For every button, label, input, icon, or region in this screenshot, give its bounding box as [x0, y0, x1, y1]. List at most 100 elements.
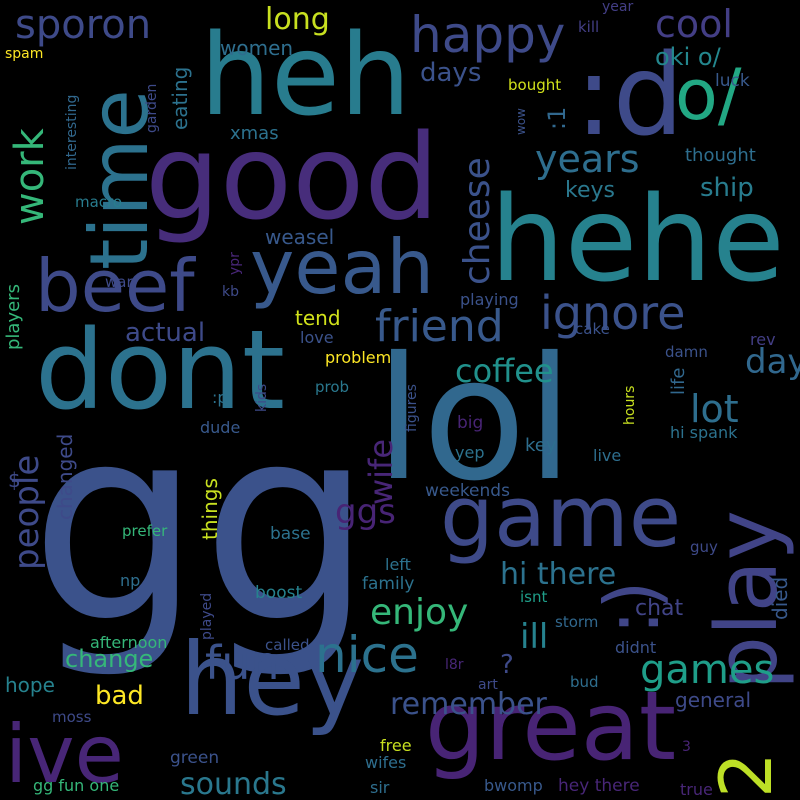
word-spam-66: spam — [5, 46, 44, 62]
word-things-59: things — [198, 478, 222, 540]
word-interesting-68: interesting — [64, 94, 80, 170]
word-base-91: base — [270, 524, 311, 544]
word-general-57: general — [675, 688, 752, 712]
word-hi-there-36: hi there — [500, 557, 617, 592]
word-macro-69: macro — [75, 193, 123, 211]
word-good-3: good — [145, 108, 440, 246]
word-l8r-102: l8r — [445, 657, 464, 673]
word-actual-48: actual — [125, 318, 206, 348]
word-life-61: life — [668, 367, 689, 395]
word-bud-104: bud — [570, 673, 599, 691]
word-kids-86: kids — [254, 383, 270, 412]
word-friend-20: friend — [375, 301, 504, 352]
word-prob-75: prob — [315, 378, 350, 396]
word-women-44: women — [220, 36, 294, 60]
word-change-55: change — [65, 645, 154, 673]
word-happy-18: happy — [410, 6, 566, 64]
word-hey-there-112: hey there — [558, 776, 640, 796]
word-years-25: years — [535, 137, 640, 181]
word-key-83: key — [525, 435, 557, 456]
word-enjoy-29: enjoy — [370, 592, 469, 633]
word-ive-15: ive — [5, 708, 124, 800]
word--65: $ — [8, 468, 21, 492]
word-cool-26: cool — [655, 2, 733, 46]
word-kb-72: kb — [222, 284, 239, 300]
word-storm-97: storm — [555, 613, 599, 631]
word-dont-4: dont — [35, 306, 285, 434]
word-xmas-46: xmas — [230, 123, 279, 144]
word-live-85: live — [593, 446, 622, 465]
word-gg-fun-one-110: gg fun one — [33, 776, 120, 795]
word-days-40: days — [420, 58, 482, 88]
word-coffee-35: coffee — [455, 352, 554, 390]
word-changed-58: changed — [53, 433, 77, 520]
word-kill-116: kill — [578, 18, 600, 36]
word-game-9: game — [440, 468, 682, 567]
word-long-38: long — [265, 2, 330, 37]
word-dude-88: dude — [200, 418, 241, 437]
word-art-103: art — [478, 677, 498, 693]
word-guy-105: guy — [690, 538, 718, 556]
word--52: ? — [500, 650, 514, 680]
word-love-73: love — [300, 328, 334, 347]
word-wow-119: wow — [514, 108, 528, 135]
word-hope-63: hope — [5, 673, 55, 697]
word-yep-84: yep — [455, 443, 485, 462]
word-2-17: 2 — [704, 752, 788, 798]
word-weasel-47: weasel — [265, 225, 335, 249]
word-sir-109: sir — [370, 778, 390, 797]
word-players-60: players — [3, 284, 24, 350]
word-np-92: np — [120, 571, 141, 590]
word-didnt-101: didnt — [615, 638, 657, 657]
word-playing-50: playing — [460, 290, 519, 309]
word-problem-74: problem — [325, 348, 392, 367]
word-wifes-108: wifes — [365, 753, 407, 772]
word-hey-7: hey — [180, 621, 365, 738]
word-beef-14: beef — [35, 244, 195, 328]
word-war-70: war — [105, 273, 133, 291]
word-d-6: :d — [575, 31, 684, 161]
word-ypr-71: ypr — [227, 252, 243, 275]
word-day-34: day — [745, 342, 800, 382]
word-ill-51: ill — [520, 617, 549, 657]
word-3-114: 3 — [682, 739, 691, 755]
word-called-100: called — [265, 636, 310, 654]
word-prefer-90: prefer — [122, 522, 168, 540]
word-chat-56: chat — [635, 596, 684, 621]
word-hours-79: hours — [622, 385, 638, 425]
word-keys-43: keys — [565, 178, 615, 203]
word-gg-0: gg — [30, 367, 373, 682]
word-fun-23: fun — [205, 636, 280, 690]
word-bad-54: bad — [95, 681, 144, 711]
word-isnt-96: isnt — [520, 588, 548, 606]
word-true-113: true — [680, 780, 713, 799]
word-yeah-13: yeah — [250, 223, 435, 311]
word-hi-spank-80: hi spank — [670, 423, 738, 442]
word-lol-1: lol — [375, 321, 574, 519]
word-nice-22: nice — [315, 626, 419, 684]
word-family-94: family — [362, 574, 415, 594]
word-p-87: :p — [212, 388, 228, 407]
word-garden-67: garden — [144, 83, 160, 133]
word-died-62: died — [768, 576, 792, 620]
word-o-11: o/ — [675, 54, 742, 136]
word-played-98: played — [199, 592, 215, 640]
word-great-8: great — [425, 672, 677, 782]
word-cake-76: cake — [575, 320, 610, 338]
word-year-115: year — [602, 0, 634, 15]
word-big-82: big — [457, 413, 484, 433]
word-heh-5: heh — [200, 11, 411, 141]
word-afternoon-99: afternoon — [90, 633, 168, 652]
word-bought-118: bought — [508, 76, 562, 94]
word-cheese-28: cheese — [457, 157, 498, 285]
word-ignore-21: ignore — [540, 286, 686, 340]
word-oki-o-41: oki o/ — [655, 43, 721, 71]
word-bwomp-111: bwomp — [484, 776, 543, 795]
word-sporon-19: sporon — [15, 2, 152, 48]
word-figures-81: figures — [404, 384, 420, 432]
word-tend-49: tend — [295, 306, 341, 330]
word-remember-37: remember — [390, 687, 547, 722]
word-rev-78: rev — [750, 330, 776, 349]
word-green-64: green — [170, 748, 220, 768]
